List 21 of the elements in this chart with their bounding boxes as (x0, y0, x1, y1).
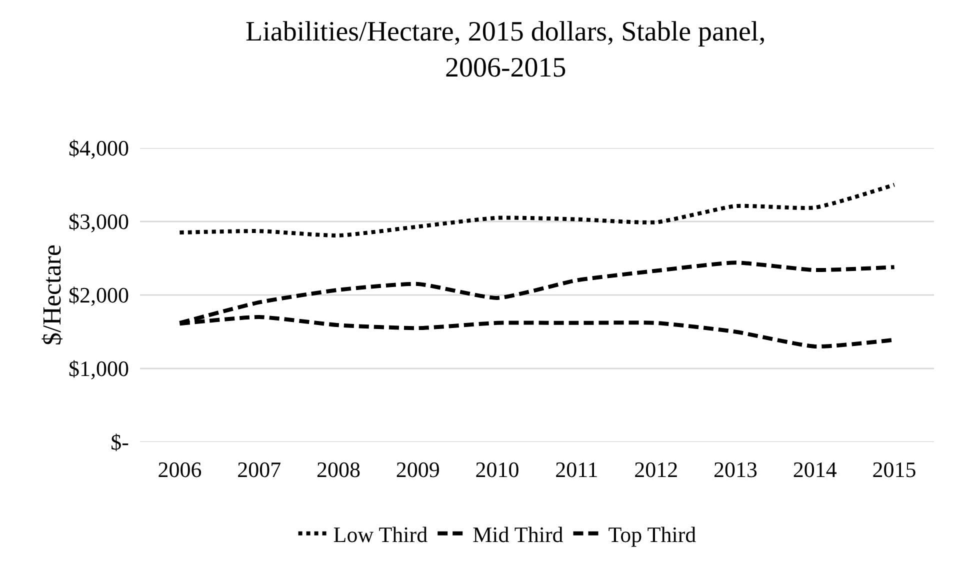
x-tick-label: 2009 (396, 457, 440, 482)
x-tick-label: 2011 (555, 457, 598, 482)
legend-label: Top Third (608, 522, 696, 547)
x-tick-label: 2008 (316, 457, 360, 482)
y-tick-label: $- (110, 430, 129, 455)
y-tick-label: $2,000 (68, 282, 129, 308)
y-tick-label: $4,000 (68, 136, 129, 161)
x-tick-label: 2012 (634, 457, 678, 482)
x-tick-label: 2013 (714, 457, 758, 482)
chart-title: Liabilities/Hectare, 2015 dollars, Stable panel, 2006-2015 (246, 16, 766, 84)
x-tick-label: 2014 (792, 457, 837, 482)
x-tick-label: 2010 (475, 457, 520, 482)
x-tick-label: 2007 (237, 457, 282, 482)
x-tick-label: 2015 (872, 457, 916, 482)
legend-label: Low Third (333, 522, 428, 547)
y-tick-label: $1,000 (68, 356, 129, 382)
y-axis-title: $/Hectare (38, 244, 66, 346)
x-tick-label: 2006 (158, 457, 202, 482)
line-series (178, 182, 896, 238)
legend-label: Mid Third (472, 522, 564, 547)
y-tick-label: $3,000 (68, 209, 129, 234)
